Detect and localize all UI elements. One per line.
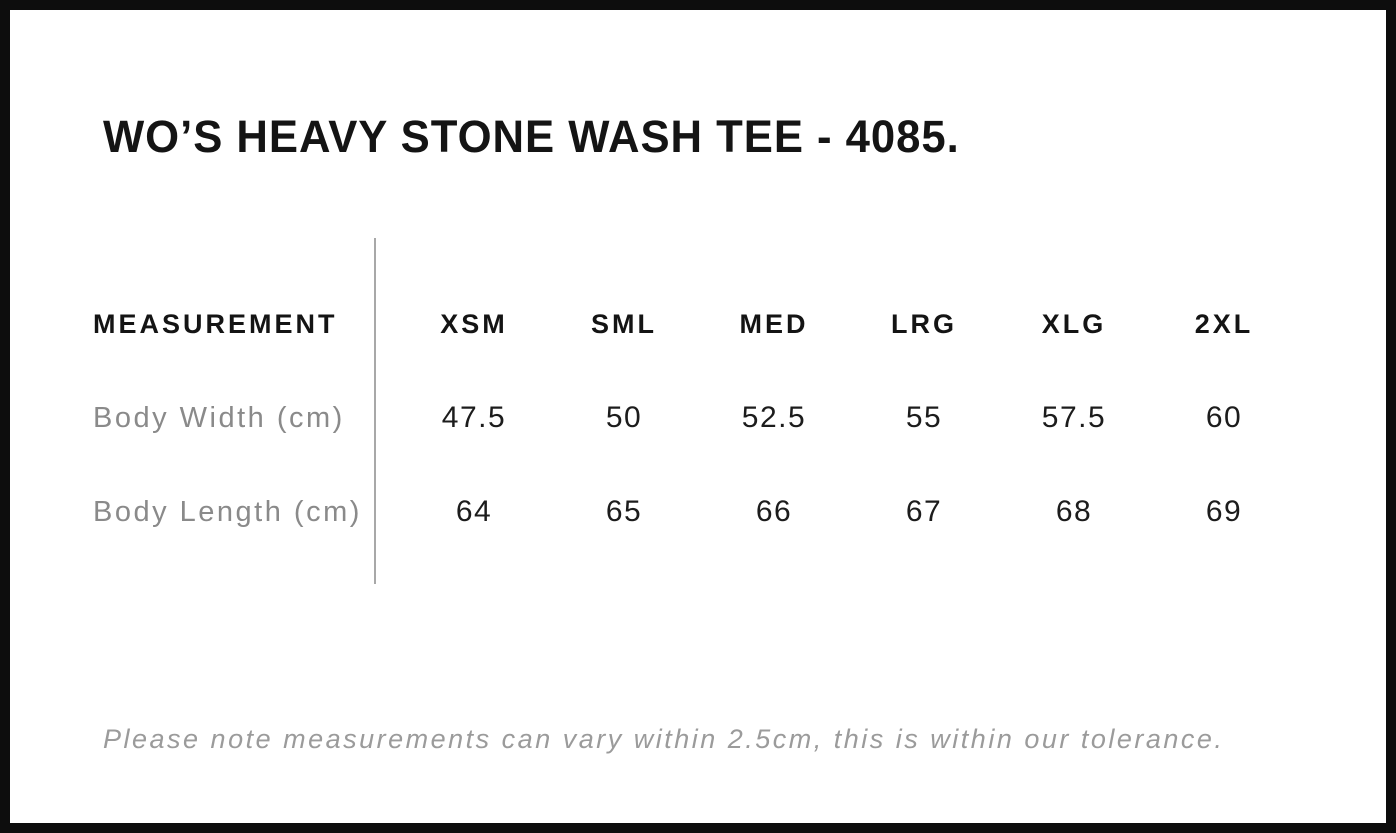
tolerance-note: Please note measurements can vary within… bbox=[103, 724, 1225, 754]
row-label-body-length: Body Length (cm) bbox=[93, 495, 362, 528]
column-header-lrg: LRG bbox=[891, 308, 957, 339]
body-width-xsm: 47.5 bbox=[441, 401, 507, 434]
body-width-2xl: 60 bbox=[1205, 401, 1243, 434]
row-label-body-width: Body Width (cm) bbox=[93, 401, 345, 434]
body-length-med: 66 bbox=[755, 495, 793, 528]
body-length-xlg: 68 bbox=[1055, 495, 1093, 528]
body-length-lrg: 67 bbox=[905, 495, 943, 528]
column-header-sml: SML bbox=[591, 308, 657, 339]
body-width-xlg: 57.5 bbox=[1041, 401, 1107, 434]
body-length-sml: 65 bbox=[605, 495, 643, 528]
table-column-divider bbox=[374, 238, 376, 584]
column-header-xsm: XSM bbox=[440, 308, 508, 339]
column-header-xlg: XLG bbox=[1041, 308, 1107, 339]
body-width-med: 52.5 bbox=[741, 401, 807, 434]
body-width-sml: 50 bbox=[605, 401, 643, 434]
column-header-2xl: 2XL bbox=[1194, 308, 1254, 339]
size-chart-table: MEASUREMENT XSM SML MED LRG XLG 2XL Body… bbox=[93, 277, 1299, 559]
body-length-2xl: 69 bbox=[1205, 495, 1243, 528]
body-width-lrg: 55 bbox=[905, 401, 943, 434]
body-length-xsm: 64 bbox=[455, 495, 493, 528]
column-header-med: MED bbox=[739, 308, 809, 339]
column-header-measurement: MEASUREMENT bbox=[93, 308, 338, 339]
page-title: WO’S HEAVY STONE WASH TEE - 4085. bbox=[103, 111, 960, 162]
